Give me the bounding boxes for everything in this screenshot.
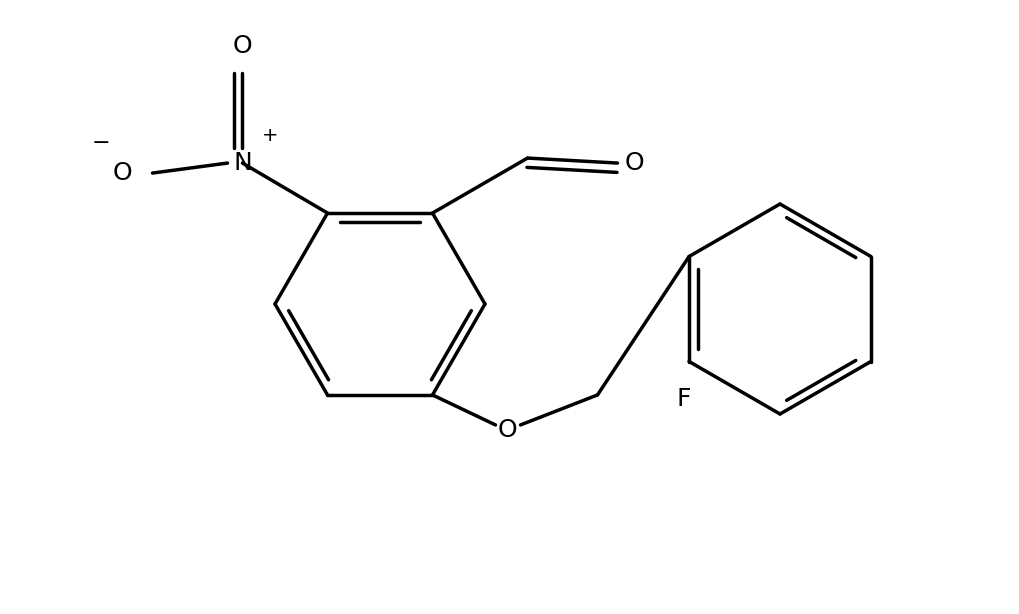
Text: O: O (497, 418, 517, 442)
Text: O: O (113, 161, 132, 185)
Text: −: − (91, 133, 110, 153)
Text: +: + (262, 126, 278, 144)
Text: F: F (677, 386, 691, 411)
Text: O: O (624, 151, 643, 175)
Text: N: N (233, 151, 252, 175)
Text: O: O (232, 34, 252, 58)
